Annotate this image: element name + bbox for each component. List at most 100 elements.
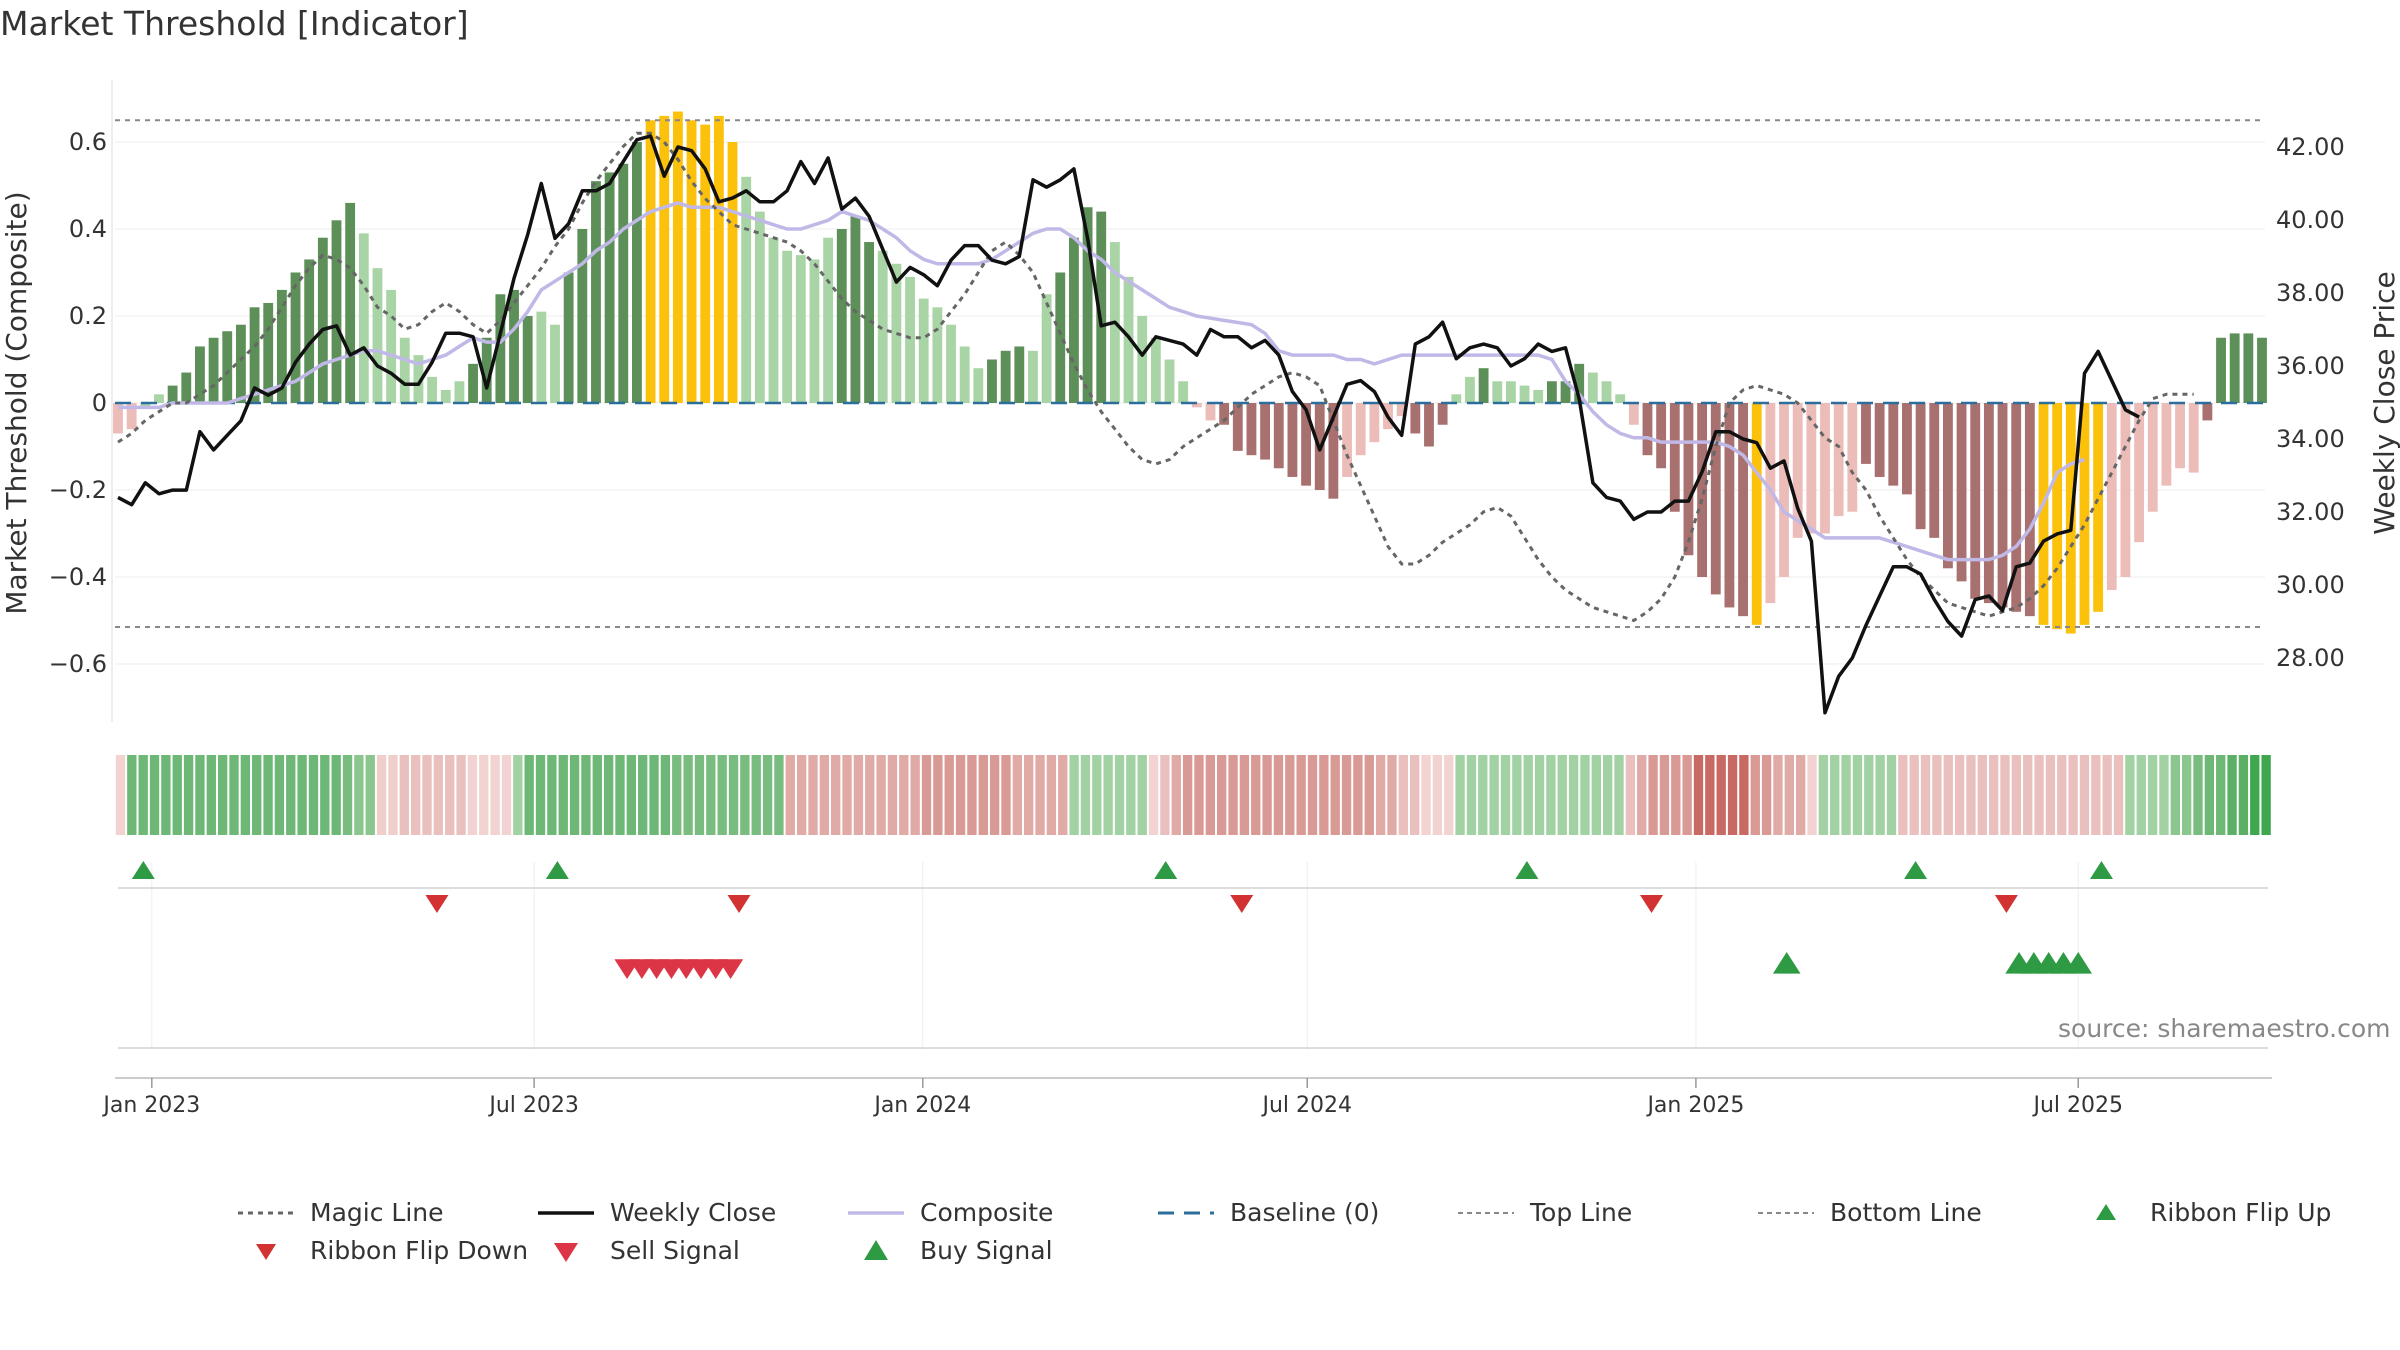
ribbon-cell [1421,755,1431,835]
ribbon-cell [1398,755,1408,835]
ribbon-cell [1534,755,1545,835]
ribbon-cell [899,755,909,835]
ribbon-cell [615,755,625,835]
composite-bar [358,233,369,403]
composite-bar [2175,403,2185,469]
composite-bar [1560,381,1571,403]
composite-bar [1929,403,1940,538]
composite-bar [481,337,492,403]
ribbon-cell [115,755,126,835]
composite-bar [700,124,711,403]
ribbon-cell [1080,755,1091,835]
legend-triangle [2096,1203,2116,1220]
y-tick-label: 0.4 [69,215,107,243]
legend-swatch-dotted-line [238,1211,294,1214]
ribbon-cell [433,755,444,835]
composite-bar [195,346,205,403]
ribbon-cell [603,755,614,835]
composite-bar [2052,403,2063,630]
ribbon-cell [1875,755,1885,835]
composite-bar [1000,350,1011,403]
composite-bar [1738,403,1748,617]
ribbon-cell [1092,755,1102,835]
legend-label: Top Line [1530,1198,1633,1227]
legend-item: Composite [846,1198,1053,1227]
ribbon-cell [445,755,455,835]
ribbon-cell [524,755,534,835]
y2-tick-label: 42.00 [2276,133,2345,161]
ribbon-cell [1069,755,1079,835]
x-axis: Jan 2023 Jul 2023 Jan 2024 Jul 2024 Jan 2025… [101,1077,2272,1118]
y2-tick-label: 30.00 [2276,571,2345,599]
buy-signal-marker [1772,952,1801,974]
composite-bar [618,163,629,403]
ribbon-cell [638,755,648,835]
ribbon-cell [1217,755,1227,835]
x-tick-label: Jul 2023 [487,1093,579,1118]
composite-bar [468,363,478,403]
composite-bar [1697,403,1708,577]
ribbon-cell [569,755,580,835]
composite-bar [1219,403,1230,425]
ribbon-cell [1546,755,1556,835]
ribbon-cell [1807,755,1817,835]
ribbon-cell [286,755,296,835]
composite-bar [891,263,902,403]
ribbon-cell [1830,755,1840,835]
magic-line [117,131,2194,623]
ribbon-cell [796,755,807,835]
ribbon-cell [1478,755,1488,835]
legend-label: Ribbon Flip Down [310,1236,529,1265]
ribbon-cell [172,755,182,835]
y-tick-label: −0.4 [49,563,107,591]
legend-swatch-thin-dashed-line [1458,1211,1514,1214]
legend-label: Ribbon Flip Up [2150,1198,2332,1227]
composite-bar [932,307,943,403]
y2-tick-label: 36.00 [2276,352,2345,380]
ribbon-cell [1182,755,1193,835]
ribbon-cell [887,755,898,835]
composite-bar [1191,403,1202,408]
ribbon-cell [1375,755,1386,835]
ribbon-cell [1739,755,1749,835]
composite-bar [140,403,151,408]
ribbon-cell [1353,755,1363,835]
composite-bar [973,368,984,403]
ribbon-cell [2011,755,2022,835]
ribbon-cell [1444,755,1454,835]
composite-bar [877,250,888,403]
ribbon-flip-down-marker [425,895,449,913]
ribbon-cell [921,755,932,835]
composite-bar [1997,403,2008,608]
ribbon-flip-up-marker [131,861,155,879]
legend-label: Composite [920,1198,1054,1227]
composite-bar [2188,403,2199,473]
composite-bar [1410,403,1421,434]
ribbon-cell [1239,755,1250,835]
composite-bar [1205,403,1216,421]
composite-bar [836,229,847,403]
ribbon-cell [1035,755,1045,835]
composite-bar [427,376,438,403]
composite-bar [2120,403,2131,577]
composite-bar [317,237,328,403]
ribbon-cell [672,755,682,835]
ribbon-cell [1580,755,1590,835]
ribbon-cell [558,755,568,835]
ribbon-cell [1114,755,1125,835]
composite-bar [1082,207,1093,403]
ribbon-cell [195,755,205,835]
composite-bar [1601,381,1612,403]
composite-bar [2106,403,2117,591]
composite-bar [2161,403,2172,486]
ribbon-cell [785,755,795,835]
legend-item: Top Line [1456,1198,1632,1227]
ribbon-cell [1500,755,1511,835]
ribbon-cell [944,755,954,835]
composite-bar [2243,333,2254,403]
y2-tick-label: 32.00 [2276,498,2345,526]
composite-bar [222,331,233,403]
ribbon-cell [217,755,228,835]
composite-bar [1342,403,1352,477]
ribbon-cell [1455,755,1465,835]
